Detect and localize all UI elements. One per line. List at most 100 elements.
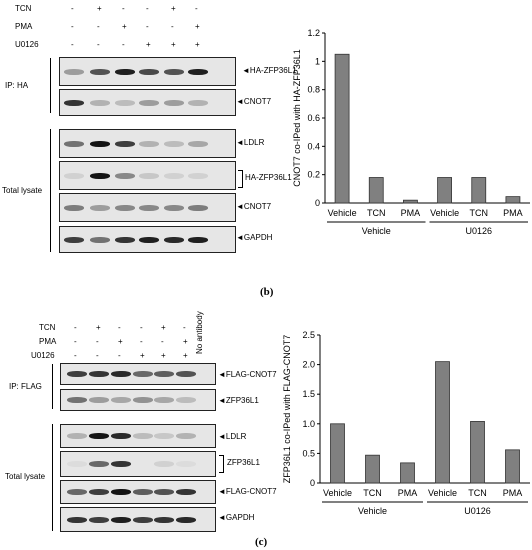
blot-band (90, 204, 110, 211)
group-label: Vehicle (362, 226, 391, 236)
blot-band (176, 433, 196, 439)
blot-zfp36l1-ip (60, 389, 216, 411)
blot-band (67, 461, 87, 467)
blot-band (164, 204, 184, 211)
treatment-label-u0126: U0126 (31, 351, 55, 360)
blot-cnot7-total (59, 193, 236, 222)
blot-cnot7-ip (59, 89, 236, 116)
blot-band (133, 433, 153, 439)
blot-band (67, 433, 87, 439)
panel-b-mark: - (122, 4, 125, 13)
panel-c-mark: - (118, 323, 121, 332)
treatment-label-tcn: TCN (15, 4, 32, 13)
blot-zfp36l1-total (60, 451, 216, 477)
blot-band (90, 172, 110, 179)
bar-chart-zfp36l1-coip: 0 0.5 1.0 1.5 2.0 2.5 ZFP36L1 co-IPed with FLA… (282, 330, 530, 516)
bar-4 (471, 177, 487, 204)
blot-band (164, 236, 184, 243)
blot-band (176, 489, 196, 495)
caption-c: (c) (255, 536, 268, 548)
category-label: TCN (470, 208, 489, 218)
blot-band (64, 172, 84, 179)
blot-band (115, 204, 135, 211)
ip-bracket (50, 58, 51, 113)
blot-band (90, 140, 110, 147)
blot-band (111, 397, 131, 403)
blot-band (188, 99, 208, 106)
y-tick-label: 2.0 (302, 360, 315, 370)
blot-band (64, 204, 84, 211)
y-tick-label: 1.2 (307, 28, 320, 38)
blot-band (188, 172, 208, 179)
blot-band (176, 516, 196, 523)
band-label-gapdh: ◄GAPDH (236, 233, 273, 242)
panel-c-mark: - (74, 337, 77, 346)
panel-b-mark: - (146, 22, 149, 31)
y-tick-label: 0.2 (307, 170, 320, 180)
y-tick-label: 0 (315, 198, 320, 208)
group-label-ip: IP: FLAG (9, 382, 42, 391)
y-axis-label: CNOT7 co-IPed with HA-ZFP36L1 (292, 49, 302, 187)
panel-c-mark: + (140, 351, 145, 360)
blot-band (115, 99, 135, 106)
band-label-cnot7-ip: ◄CNOT7 (236, 97, 272, 106)
blot-ldlr (60, 424, 216, 448)
band-label-ldlr: ◄LDLR (236, 138, 265, 147)
bar-5 (505, 449, 520, 484)
blot-band (139, 204, 159, 211)
blot-ha-zfp36l1-total (59, 161, 236, 190)
group-label: U0126 (464, 506, 491, 516)
y-tick-label: 1.0 (302, 419, 315, 429)
y-tick-label: 1.5 (302, 389, 315, 399)
blot-band (111, 516, 131, 523)
blot-band (67, 489, 87, 495)
group-label: U0126 (465, 226, 492, 236)
band-label-gapdh: ◄GAPDH (218, 513, 255, 522)
blot-band (64, 140, 84, 147)
blot-band (164, 172, 184, 179)
band-bracket (238, 170, 243, 188)
band-bracket (219, 455, 224, 473)
band-label-zfp36l1-ip: ◄ZFP36L1 (218, 396, 259, 405)
blot-band (64, 68, 84, 75)
bar-1 (368, 177, 384, 204)
blot-band (89, 397, 109, 403)
blot-band (90, 236, 110, 243)
blot-band (133, 489, 153, 495)
blot-band (188, 204, 208, 211)
y-tick-label: 0 (310, 478, 315, 488)
category-label: TCN (468, 488, 487, 498)
band-label-flag-cnot7-ip: ◄FLAG-CNOT7 (218, 370, 277, 379)
blot-band (139, 172, 159, 179)
group-label: Vehicle (358, 506, 387, 516)
category-label: Vehicle (323, 488, 352, 498)
bar-2 (403, 199, 418, 204)
panel-b-mark: + (171, 4, 176, 13)
blot-gapdh (59, 226, 236, 253)
blot-band (133, 516, 153, 523)
blot-band (188, 68, 208, 75)
y-tick-label: 0.5 (302, 448, 315, 458)
panel-b-mark: - (146, 4, 149, 13)
treatment-label-u0126: U0126 (15, 40, 39, 49)
blot-band (89, 433, 109, 439)
blot-band (89, 461, 109, 467)
panel-b-mark: + (195, 22, 200, 31)
band-label-ha-zfp36l1-total: HA-ZFP36L1 (245, 173, 292, 182)
treatment-label-tcn: TCN (39, 323, 56, 332)
category-label: PMA (503, 208, 523, 218)
panel-c-mark: - (140, 337, 143, 346)
blot-gapdh (60, 507, 216, 532)
blot-band (115, 140, 135, 147)
panel-c-mark: + (161, 351, 166, 360)
treatment-label-pma: PMA (39, 337, 57, 346)
blot-band (133, 461, 153, 467)
bar-4 (470, 421, 485, 484)
bar-0 (334, 53, 350, 204)
bar-1 (365, 454, 380, 484)
y-axis-label: ZFP36L1 co-IPed with FLAG-CNOT7 (282, 335, 292, 484)
blot-band (133, 397, 153, 403)
bar-0 (330, 423, 345, 484)
panel-c-mark: - (118, 351, 121, 360)
blot-band (111, 489, 131, 495)
